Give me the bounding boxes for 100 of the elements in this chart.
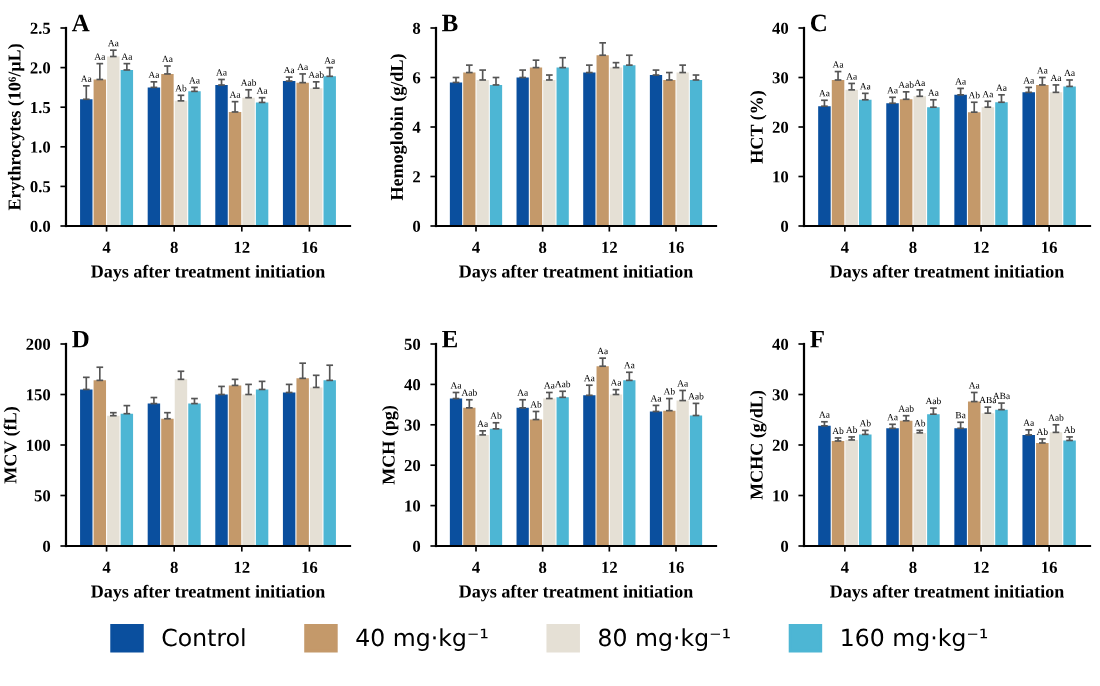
bar <box>120 69 134 226</box>
chart-title: E <box>442 330 457 348</box>
bar <box>93 79 107 226</box>
bar <box>120 413 134 546</box>
y-tick-label: 10 <box>405 500 421 512</box>
x-axis-title: Days after treatment initiation <box>830 584 1064 602</box>
x-axis-title: Days after treatment initiation <box>459 264 693 282</box>
y-axis-title: MCH (pg) <box>381 405 399 485</box>
y-tick-label: 0.0 <box>30 220 51 233</box>
bar <box>323 76 336 226</box>
y-axis-title: Erythrocytes (10⁶/μL) <box>7 44 25 211</box>
bar <box>296 82 309 226</box>
bar <box>463 407 476 546</box>
legend-label: 80 mg·kg⁻¹ <box>599 628 730 651</box>
bar <box>255 102 269 226</box>
bar <box>188 403 201 546</box>
chart-title: B <box>442 14 458 32</box>
bar <box>255 389 269 546</box>
legend-label: 160 mg·kg⁻¹ <box>842 628 988 651</box>
bar <box>174 100 188 226</box>
bar <box>676 72 689 226</box>
y-tick-label: 20 <box>772 121 789 133</box>
y-tick-label: 10 <box>773 171 789 183</box>
bar <box>80 389 93 546</box>
bar <box>174 379 188 546</box>
y-tick-label: 0 <box>781 220 789 232</box>
bar <box>995 409 1008 546</box>
bar <box>449 398 463 546</box>
x-tick-label: 16 <box>302 561 318 574</box>
x-tick-label: 12 <box>974 561 989 573</box>
bar <box>188 91 201 226</box>
y-tick-label: 20 <box>772 439 789 451</box>
bar <box>899 420 913 546</box>
chart-title: C <box>810 14 826 32</box>
bar <box>689 415 703 546</box>
x-tick-label: 4 <box>840 561 849 573</box>
y-tick-label: 50 <box>404 338 421 350</box>
x-tick-label: 8 <box>170 561 178 574</box>
bar <box>556 397 569 546</box>
x-tick-label: 4 <box>472 241 480 253</box>
bar <box>663 79 676 226</box>
x-axis-title: Days after treatment initiation <box>459 584 693 602</box>
bar <box>282 81 296 226</box>
y-tick-label: 40 <box>404 379 421 391</box>
x-tick-label: 12 <box>602 241 617 253</box>
bar <box>215 394 228 546</box>
chart-title: F <box>810 330 824 348</box>
bar <box>107 415 120 546</box>
x-tick-label: 16 <box>1042 561 1057 574</box>
y-tick-label: 1.5 <box>31 101 51 114</box>
y-axis-title: MCV (fL) <box>3 407 21 484</box>
bar <box>913 432 927 546</box>
y-tick-label: 0.5 <box>30 181 51 193</box>
y-tick-label: 2.5 <box>30 22 51 35</box>
bar <box>967 401 981 546</box>
y-tick-label: 0 <box>43 540 51 552</box>
bar <box>463 72 476 226</box>
bar <box>80 99 93 226</box>
x-tick-label: 16 <box>669 241 684 254</box>
chart-title: A <box>71 14 90 32</box>
bar <box>323 380 336 546</box>
x-tick-label: 16 <box>302 241 318 254</box>
bar <box>476 434 489 546</box>
bar <box>309 387 323 546</box>
y-tick-label: 0 <box>413 540 421 552</box>
x-tick-label: 16 <box>669 561 684 574</box>
y-tick-label: 30 <box>404 419 421 431</box>
bar <box>927 414 940 546</box>
bar <box>689 79 703 226</box>
x-axis-title: Days after treatment initiation <box>830 264 1064 282</box>
x-tick-label: 8 <box>539 561 547 574</box>
bar <box>818 425 831 546</box>
x-tick-label: 8 <box>909 241 917 254</box>
bar <box>609 67 623 226</box>
y-tick-label: 8 <box>412 22 421 34</box>
bar <box>449 82 463 226</box>
y-tick-label: 200 <box>26 338 51 350</box>
bar <box>147 403 161 546</box>
bar <box>161 73 174 226</box>
bar <box>242 394 255 546</box>
bar <box>954 428 967 546</box>
x-tick-label: 8 <box>909 561 917 574</box>
bar <box>147 87 161 226</box>
legend-label: 40 mg·kg⁻¹ <box>356 628 488 651</box>
bar <box>981 413 995 546</box>
x-tick-label: 4 <box>472 561 480 573</box>
bar <box>1036 442 1049 546</box>
bar <box>1022 434 1035 546</box>
y-tick-label: 2.0 <box>30 62 51 74</box>
y-tick-label: 30 <box>772 389 789 401</box>
x-tick-label: 12 <box>602 561 617 573</box>
bar <box>516 77 529 226</box>
bar <box>242 97 255 226</box>
y-tick-label: 0 <box>413 220 421 232</box>
bar <box>543 398 556 546</box>
x-tick-label: 8 <box>539 241 547 254</box>
bar <box>489 84 503 226</box>
bar <box>309 88 323 226</box>
y-tick-label: 50 <box>34 490 51 502</box>
y-tick-label: 30 <box>772 72 789 84</box>
